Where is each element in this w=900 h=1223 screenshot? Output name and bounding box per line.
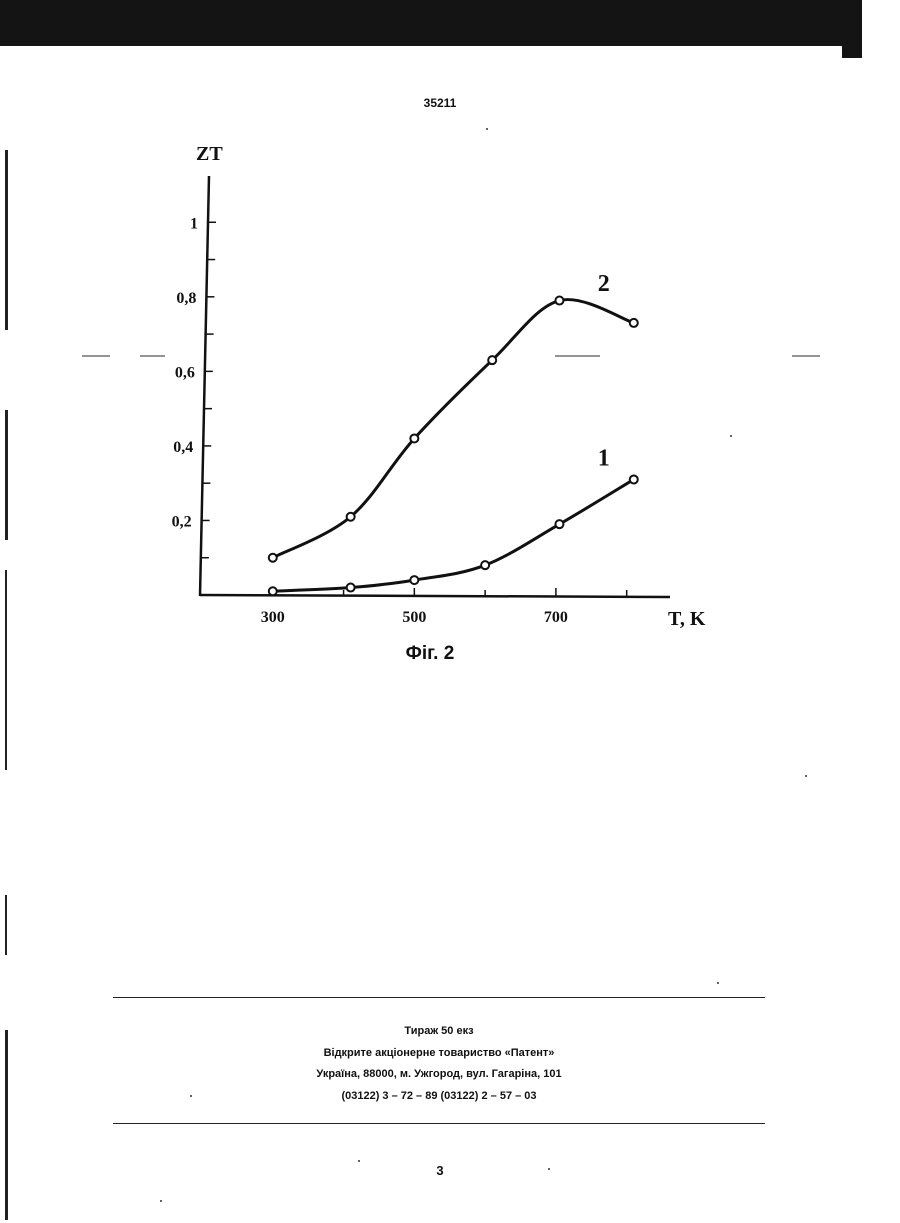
- scan-speck: [486, 128, 488, 130]
- scan-speck: [548, 1168, 550, 1170]
- chart-axes: [82, 176, 820, 597]
- series-1-point: [347, 584, 355, 592]
- imprint-publisher: Відкрите акціонерне товариство «Патент»: [113, 1043, 765, 1065]
- scan-edge-mark: [5, 1030, 8, 1220]
- series-2-point: [630, 319, 638, 327]
- series-2-label: 2: [598, 271, 610, 297]
- series-1-point: [630, 475, 638, 483]
- y-tick-label: 0,2: [172, 513, 192, 530]
- x-tick-label: 500: [402, 609, 426, 626]
- series-2-point: [347, 513, 355, 521]
- scan-speck: [160, 1200, 162, 1202]
- y-axis-line: [200, 176, 209, 596]
- imprint-bottom-rule: [113, 1123, 765, 1124]
- series-2-line: [273, 300, 634, 558]
- imprint-phones: (03122) 3 – 72 – 89 (03122) 2 – 57 – 03: [113, 1086, 765, 1108]
- x-axis-label: T, K: [668, 608, 706, 630]
- series-1-point: [555, 520, 563, 528]
- y-axis-label: ZT: [196, 143, 223, 165]
- page-number: 3: [420, 1163, 460, 1178]
- series-2-point: [555, 297, 563, 305]
- y-tick-label: 0,8: [176, 290, 196, 307]
- imprint-block: Тираж 50 екз Відкрите акціонерне товарис…: [113, 1021, 765, 1107]
- figure-caption: Фіг. 2: [380, 643, 480, 665]
- y-tick-label: 0,6: [175, 364, 195, 381]
- imprint-address: Україна, 88000, м. Ужгород, вул. Гагарін…: [113, 1064, 765, 1086]
- x-tick-label: 700: [544, 609, 568, 626]
- y-tick-label: 0,4: [173, 439, 193, 456]
- scan-speck: [717, 982, 719, 984]
- chart-ticks: 0,2 0,4 0,6 0,8 1 300 500 700: [172, 215, 627, 626]
- scan-speck: [358, 1160, 360, 1162]
- imprint-print-run: Тираж 50 екз: [113, 1021, 765, 1043]
- series-1-point: [410, 576, 418, 584]
- series-1-label: 1: [598, 445, 610, 471]
- series-1-point: [269, 587, 277, 595]
- series-2-point: [269, 554, 277, 562]
- imprint-top-rule: [113, 997, 765, 998]
- scan-speck: [805, 775, 807, 777]
- series-1-point: [481, 561, 489, 569]
- zt-temperature-chart: 0,2 0,4 0,6 0,8 1 300 500 700 ZT T, K 1 2: [0, 0, 900, 640]
- series-1-line: [273, 479, 634, 591]
- y-tick-label: 1: [190, 215, 198, 232]
- scan-edge-mark: [5, 895, 7, 955]
- scan-speck: [730, 435, 732, 437]
- chart-series: [269, 297, 638, 596]
- series-2-point: [488, 356, 496, 364]
- x-tick-label: 300: [261, 609, 285, 626]
- series-2-point: [410, 434, 418, 442]
- scan-speck: [190, 1095, 192, 1097]
